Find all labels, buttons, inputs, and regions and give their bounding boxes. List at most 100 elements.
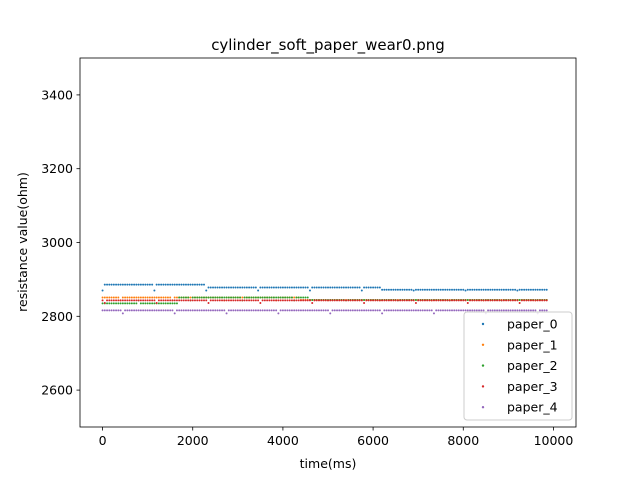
data-point [505, 309, 508, 312]
data-point [423, 288, 426, 291]
data-point [209, 286, 212, 289]
data-point [198, 299, 201, 302]
data-point [525, 309, 528, 312]
data-point [381, 288, 384, 291]
data-point [142, 309, 145, 312]
data-point [196, 283, 199, 286]
data-point [290, 286, 293, 289]
data-point [288, 286, 291, 289]
data-point [266, 299, 269, 302]
data-point [128, 302, 131, 305]
data-point [189, 296, 192, 299]
data-point [311, 302, 314, 305]
data-point [279, 309, 282, 312]
data-point [365, 299, 368, 302]
data-point [110, 299, 113, 302]
data-point [387, 299, 390, 302]
data-point [121, 296, 124, 299]
data-point [545, 299, 548, 302]
data-point [112, 296, 115, 299]
data-point [306, 299, 309, 302]
legend-marker [481, 364, 485, 367]
data-point [130, 299, 133, 302]
data-point [261, 286, 264, 289]
data-point [444, 299, 447, 302]
data-point [164, 309, 167, 312]
data-point [191, 299, 194, 302]
data-point [236, 296, 239, 299]
data-point [327, 286, 329, 289]
data-point [268, 286, 271, 289]
x-tick-label: 2000 [177, 433, 209, 448]
data-point [252, 296, 255, 299]
data-point [117, 283, 120, 286]
data-point [518, 302, 521, 305]
data-point [223, 309, 226, 312]
data-point [218, 309, 221, 312]
data-point [460, 288, 463, 291]
data-point [148, 296, 151, 299]
data-point [302, 286, 305, 289]
data-point [169, 302, 172, 305]
data-point [417, 299, 420, 302]
data-point [414, 309, 417, 312]
data-point [225, 312, 228, 315]
data-point [257, 299, 260, 302]
data-point [124, 302, 127, 305]
data-point [144, 296, 147, 299]
data-point [148, 299, 151, 302]
x-tick-label: 10000 [534, 433, 574, 448]
data-point [518, 288, 521, 291]
data-point [203, 299, 205, 302]
data-point [387, 288, 390, 291]
data-point [324, 309, 327, 312]
data-point [245, 309, 248, 312]
data-point [214, 299, 217, 302]
data-point [385, 309, 388, 312]
data-point [351, 299, 354, 302]
data-point [432, 288, 435, 291]
data-point [520, 299, 523, 302]
data-point [428, 299, 431, 302]
data-point [306, 309, 309, 312]
data-point [306, 286, 309, 289]
data-point [121, 299, 124, 302]
data-point [381, 299, 384, 302]
data-point [295, 299, 298, 302]
data-point [272, 286, 275, 289]
data-point [115, 283, 118, 286]
data-point [133, 283, 136, 286]
data-point [365, 309, 368, 312]
data-point [117, 296, 120, 299]
data-point [437, 309, 440, 312]
data-point [342, 299, 345, 302]
data-point [103, 283, 106, 286]
data-point [214, 309, 217, 312]
data-point [184, 309, 187, 312]
data-point [401, 309, 404, 312]
data-point [532, 299, 535, 302]
data-point [349, 286, 352, 289]
data-point [178, 309, 181, 312]
data-point [243, 299, 246, 302]
data-point [453, 309, 456, 312]
data-point [383, 309, 386, 312]
data-point [162, 302, 165, 305]
data-point [119, 302, 122, 305]
data-point [392, 309, 395, 312]
data-point [212, 309, 215, 312]
data-point [383, 288, 386, 291]
data-point [153, 302, 156, 305]
data-point [171, 309, 174, 312]
data-point [545, 309, 548, 312]
data-point [331, 286, 334, 289]
data-point [516, 289, 519, 292]
data-point [173, 302, 176, 305]
data-point [451, 299, 453, 302]
data-point [275, 286, 278, 289]
data-point [135, 299, 138, 302]
data-point [133, 302, 136, 305]
data-point [144, 283, 147, 286]
data-point [484, 288, 487, 291]
data-point [286, 286, 289, 289]
